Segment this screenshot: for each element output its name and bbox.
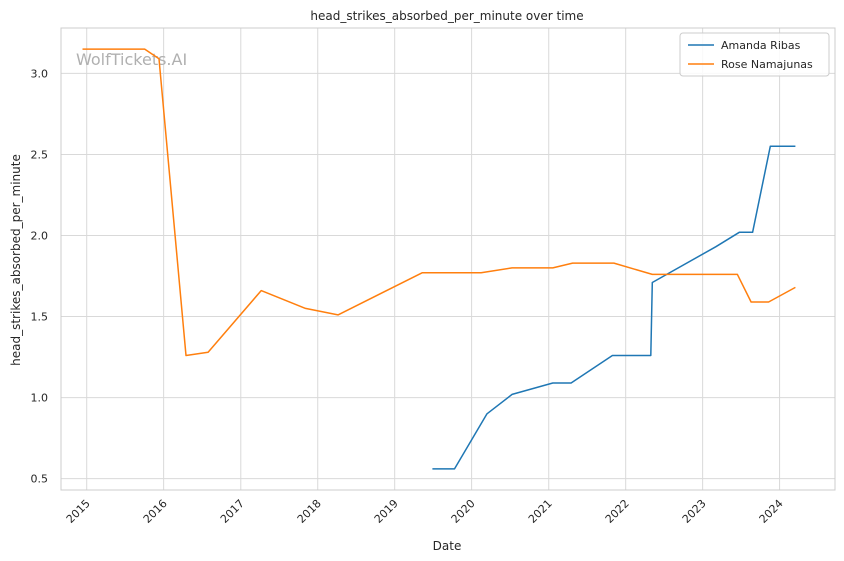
plot-area [60,27,836,491]
y-tick-label: 2.5 [31,148,49,161]
series-line-amanda-ribas [432,145,796,470]
x-axis-ticks: 2015 2016 2017 2018 2019 2020 2021 2022 2023 2024 [64,497,786,526]
y-axis-ticks: 0.5 1.0 1.5 2.0 2.5 3.0 [31,67,49,485]
series-line-rose-namajunas [82,48,796,357]
y-tick-label: 2.0 [31,229,49,242]
legend-box [679,32,830,77]
legend-label-amanda-ribas: Amanda Ribas [721,39,801,52]
y-axis-label: head_strikes_absorbed_per_minute [9,154,23,366]
legend: Amanda Ribas Rose Namajunas [679,32,830,77]
y-tick-label: 1.5 [31,311,49,324]
series-layer [82,48,796,470]
chart-title: head_strikes_absorbed_per_minute over ti… [310,9,583,23]
grid [61,28,835,490]
y-tick-label: 1.0 [31,392,49,405]
x-axis-label: Date [433,539,462,553]
watermark: WolfTickets.AI [76,50,187,69]
legend-label-rose-namajunas: Rose Namajunas [721,58,813,71]
y-tick-label: 3.0 [31,67,49,80]
y-tick-label: 0.5 [31,473,49,486]
